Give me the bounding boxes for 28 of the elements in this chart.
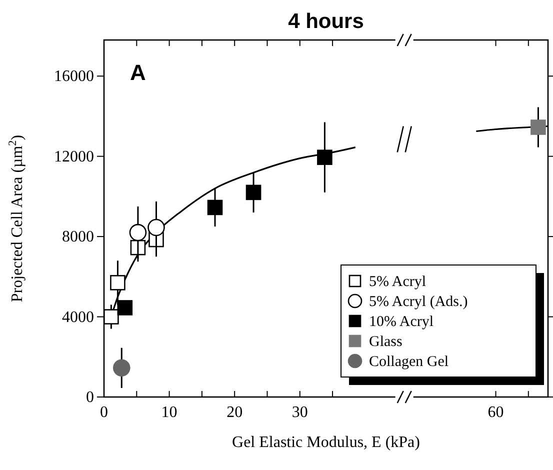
legend-label: Glass [369, 334, 402, 350]
legend-label: Collagen Gel [369, 354, 449, 370]
point [246, 184, 262, 200]
legend-label: 5% Acryl (Ads.) [369, 294, 468, 310]
y-tick-label: 12000 [54, 148, 94, 166]
legend-label: 10% Acryl [369, 314, 434, 330]
y-tick-label: 0 [86, 389, 94, 406]
point [112, 359, 130, 377]
legend-label: 5% Acryl [369, 274, 426, 290]
x-tick-label: 10 [161, 404, 178, 421]
point [117, 300, 133, 316]
chart-title: 4 hours [288, 10, 364, 33]
point [317, 150, 332, 165]
x-tick-label: 20 [226, 404, 243, 421]
point [110, 275, 126, 290]
x-tick-label: 30 [292, 404, 308, 421]
y-tick-label: 8000 [62, 228, 94, 246]
x-tick-label: 60 [488, 404, 504, 421]
point [129, 224, 147, 242]
point [207, 200, 223, 216]
x-tick-label: 0 [100, 404, 108, 421]
point [530, 120, 546, 135]
point [104, 309, 119, 324]
y-tick-label: 4000 [62, 308, 94, 326]
x-axis-title: Gel Elastic Modulus, E (kPa) [232, 434, 420, 451]
y-tick-label: 16000 [54, 68, 94, 86]
point [148, 218, 165, 236]
annotation: A [130, 60, 146, 85]
